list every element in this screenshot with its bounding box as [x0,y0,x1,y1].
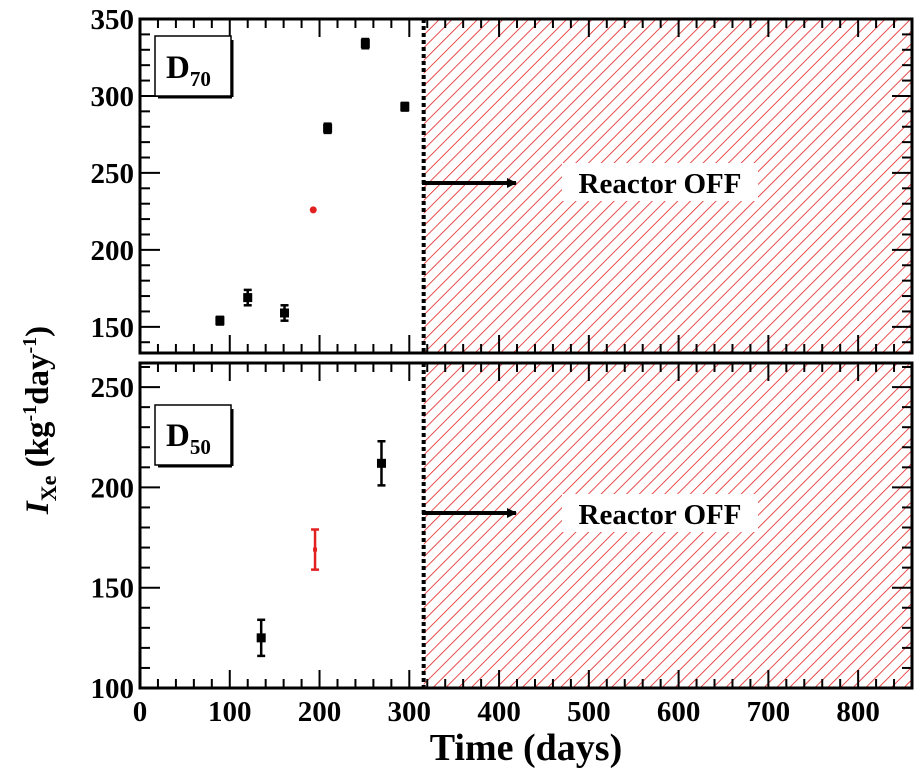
x-axis-label: Time (days) [430,727,622,769]
panel-d70-label-box [154,35,232,97]
data-point-highlight [313,547,318,552]
x-tick-label: 400 [477,696,521,728]
panel-d70-y-axis: 150 200 250 300 350 [91,4,913,353]
x-tick-label: 500 [567,696,611,728]
y-label-sup1: -1 [19,405,41,422]
y-tick-label: 350 [91,4,135,36]
panel-d70-annotation: Reactor OFF [579,168,742,200]
data-point [376,458,386,468]
x-tick-label: 100 [208,696,252,728]
panel-d50-label: D50 [166,418,211,459]
data-point [243,293,253,303]
y-tick-label: 200 [91,235,135,267]
panel-d70-frame [138,17,914,355]
panel-d50-points [256,439,386,658]
y-label-main: I [20,500,56,515]
x-tick-label: 300 [388,696,432,728]
y-tick-label: 300 [91,81,135,113]
panel-d50-frame [138,361,914,690]
x-tick-label: 600 [657,696,701,728]
data-point-highlight [309,206,317,214]
panel-d50-annotation: Reactor OFF [579,499,742,531]
y-axis-label: IXe (kg-1day-1) [19,326,61,515]
data-point [280,308,290,318]
panel-d70-label-main: D [166,50,190,86]
panel-d50-y-axis: 100 150 200 250 [91,366,912,705]
y-label-paren-close: ) [20,326,56,337]
svg-text:IXe (kg-1day-1): IXe (kg-1day-1) [19,326,61,515]
x-tick-label: 700 [747,696,791,728]
data-point [323,123,333,133]
x-tick-label: 800 [836,696,880,728]
y-tick-label: 200 [91,472,135,504]
y-label-mid: day [20,353,56,405]
panel-d50-label-sub: 50 [190,435,211,459]
y-tick-label: 150 [91,312,135,344]
y-tick-label: 100 [91,673,135,705]
x-tick-label: 200 [298,696,342,728]
panel-d50-label-box [154,404,232,466]
data-point [215,316,225,326]
y-tick-label: 150 [91,573,135,605]
x-axis: 0 100 200 300 400 500 600 700 800 [133,363,913,728]
y-tick-label: 250 [91,372,135,404]
panel-d70-label-sub: 70 [190,67,211,91]
panel-d70: 150 200 250 300 350 D70 Reactor OFF [91,4,914,355]
panel-d70-points [215,37,410,326]
y-label-sub: Xe [36,475,61,501]
data-point [256,633,266,643]
panel-d50-label-main: D [166,418,190,454]
y-tick-label: 250 [91,158,135,190]
panel-d70-label: D70 [166,50,211,91]
data-point [360,39,370,49]
data-point [400,102,410,112]
y-label-paren-open: (kg [20,421,56,467]
x-tick-label: 0 [133,696,148,728]
y-label-sup2: -1 [19,337,41,354]
